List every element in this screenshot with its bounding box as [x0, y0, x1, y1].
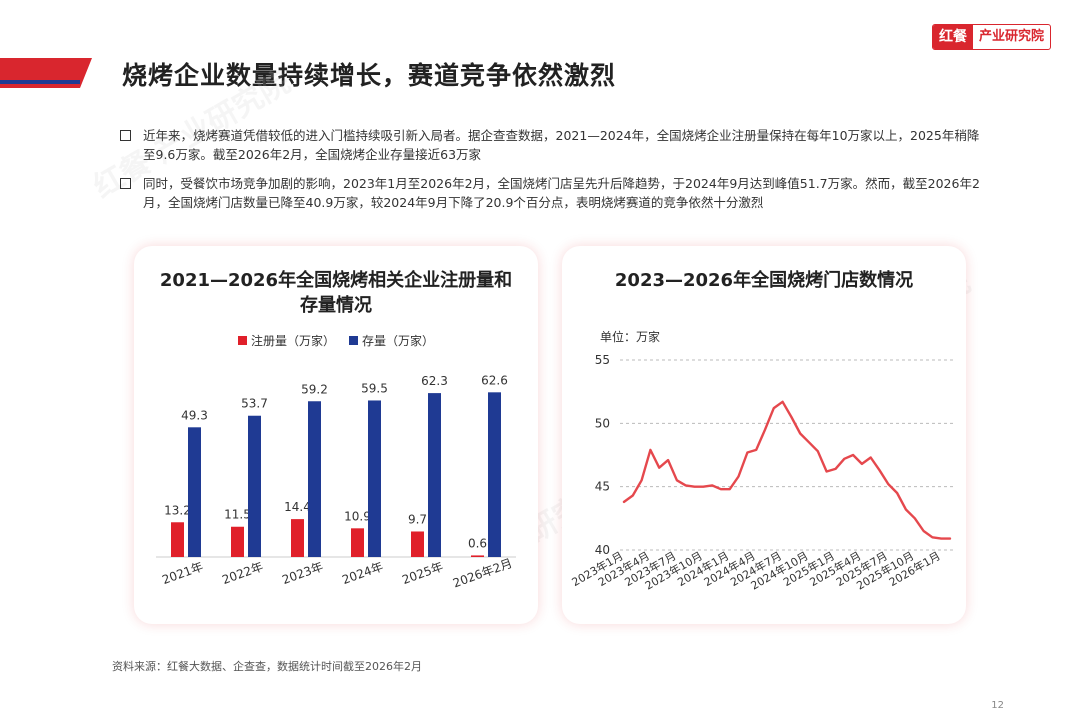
page-number: 12 — [991, 700, 1004, 711]
bar-registrations — [411, 531, 424, 557]
bar-registrations — [231, 526, 244, 557]
y-tick-label: 50 — [595, 416, 610, 430]
square-bullet-icon — [120, 178, 131, 189]
legend-label: 存量（万家） — [362, 334, 435, 348]
legend-label: 注册量（万家） — [250, 334, 335, 348]
bar-stock — [428, 393, 441, 557]
brand-logo: 红餐 产业研究院 — [932, 24, 1052, 50]
data-label: 14.4 — [284, 500, 311, 514]
y-tick-label: 45 — [595, 480, 610, 494]
data-label: 10.9 — [344, 509, 371, 523]
x-tick-label: 2021年 — [160, 559, 205, 587]
page-title: 烧烤企业数量持续增长，赛道竞争依然激烈 — [122, 61, 617, 90]
legend-item-registrations: 注册量（万家） — [237, 332, 335, 349]
y-tick-label: 40 — [595, 543, 610, 557]
legend-item-stock: 存量（万家） — [349, 332, 434, 349]
legend-swatch-red — [237, 336, 247, 345]
x-tick-label: 2026年2月 — [451, 556, 514, 590]
legend-swatch-navy — [349, 336, 358, 345]
data-label: 11.5 — [224, 508, 251, 522]
bar-stock — [308, 401, 321, 557]
source-note: 资料来源：红餐大数据、企查查，数据统计时间截至2026年2月 — [112, 660, 422, 673]
x-tick-label: 2022年 — [220, 559, 265, 587]
bar-stock — [248, 415, 261, 557]
bar-registrations — [351, 528, 364, 557]
data-label: 62.6 — [481, 373, 508, 387]
bar-stock — [488, 392, 501, 557]
x-tick-label: 2025年 — [400, 559, 445, 587]
data-label: 59.2 — [301, 382, 328, 396]
line-chart-title: 2023—2026年全国烧烤门店数情况 — [614, 270, 914, 291]
bar-chart-title-line2: 存量情况 — [300, 295, 372, 316]
data-label: 0.6 — [468, 536, 487, 550]
x-tick-label: 2024年 — [340, 559, 385, 587]
data-label: 62.3 — [421, 374, 448, 388]
line-series — [622, 400, 952, 540]
bar-registrations — [291, 519, 304, 557]
bar-stock — [188, 427, 201, 557]
bar-registrations — [171, 522, 184, 557]
bar-chart-title: 2021—2026年全国烧烤相关企业注册量和 存量情况 — [134, 268, 538, 318]
bullet-item: 同时，受餐饮市场竞争加剧的影响，2023年1月至2026年2月，全国烧烤门店呈先… — [120, 174, 980, 212]
brand-text: 产业研究院 — [979, 29, 1045, 44]
y-tick-label: 55 — [595, 353, 610, 367]
bar-chart-title-line1: 2021—2026年全国烧烤相关企业注册量和 — [159, 270, 513, 291]
bullet-text: 近年来，烧烤赛道凭借较低的进入门槛持续吸引新入局者。据企查查数据，2021—20… — [143, 128, 980, 162]
bar-chart: 13.2 49.3 2021年 11.5 53.7 2022年 14.4 59.2 2023年 1… — [156, 373, 516, 590]
bar-stock — [368, 400, 381, 557]
x-tick-label: 2023年 — [280, 559, 325, 587]
bullet-item: 近年来，烧烤赛道凭借较低的进入门槛持续吸引新入局者。据企查查数据，2021—20… — [120, 126, 980, 164]
data-label: 13.2 — [164, 503, 191, 517]
header-accent-bar — [0, 58, 92, 88]
line-chart-card: 2023—2026年全国烧烤门店数情况 单位：万家 40 45 50 55 2023年1… — [562, 246, 966, 624]
bullet-text: 同时，受餐饮市场竞争加剧的影响，2023年1月至2026年2月，全国烧烤门店呈先… — [143, 176, 980, 210]
bar-chart-card: 2021—2026年全国烧烤相关企业注册量和 存量情况 注册量（万家） 存量（万… — [134, 246, 538, 624]
data-label: 49.3 — [181, 408, 208, 422]
square-bullet-icon — [120, 130, 131, 141]
line-chart-unit: 单位：万家 — [600, 330, 661, 344]
bar-chart-legend: 注册量（万家） 存量（万家） — [134, 332, 538, 349]
data-label: 53.7 — [241, 397, 268, 411]
bullet-list: 近年来，烧烤赛道凭借较低的进入门槛持续吸引新入局者。据企查查数据，2021—20… — [120, 126, 980, 222]
brand-mark: 红餐 — [933, 25, 973, 49]
data-label: 59.5 — [361, 381, 388, 395]
line-chart: 404550552023年1月2023年4月2023年7月2023年10月202… — [569, 353, 954, 593]
bar-registrations — [471, 555, 484, 557]
data-label: 9.7 — [408, 512, 427, 526]
